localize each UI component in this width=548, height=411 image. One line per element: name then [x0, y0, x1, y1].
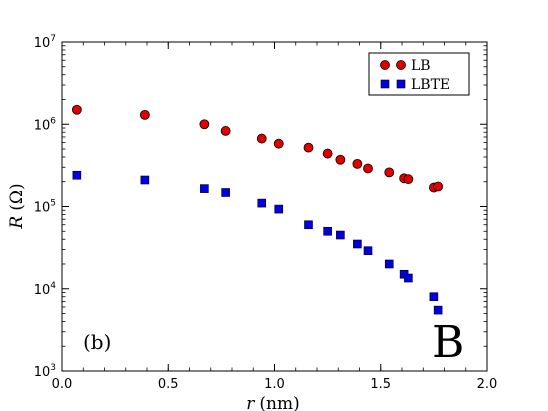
legend-label-lb: LB [411, 58, 431, 74]
tick-labels: 0.0 0.5 1.0 1.5 2.0 103 104 105 106 107 [34, 34, 498, 392]
data-point-lbte [363, 246, 373, 256]
y-tick-label: 107 [34, 34, 56, 51]
data-point-lb [363, 163, 373, 174]
x-tick-label: 2.0 [477, 377, 498, 392]
data-point-lbte [221, 188, 230, 197]
data-point-lb [303, 142, 314, 153]
legend-marker-lbte-2 [396, 79, 406, 89]
series-lb [71, 104, 444, 193]
data-point-lbte [429, 292, 439, 302]
corner-letter: B [432, 317, 464, 368]
y-tick-label: 106 [34, 116, 57, 133]
data-point-lbte [353, 239, 362, 249]
legend-marker-lbte-1 [380, 79, 390, 89]
data-point-lbte [384, 259, 394, 269]
legend-marker-lb-2 [396, 60, 406, 70]
data-point-lb [273, 138, 284, 149]
data-point-lbte [433, 305, 443, 315]
data-point-lb [71, 104, 82, 115]
x-tick-label: 1.0 [264, 377, 285, 392]
legend: LB LBTE [368, 52, 470, 96]
data-point-lbte [336, 230, 345, 240]
data-point-lb [322, 148, 333, 159]
data-point-lb [433, 181, 444, 192]
data-point-lb [403, 174, 414, 185]
data-point-lb [335, 154, 346, 165]
x-tick-label: 1.5 [370, 377, 391, 392]
y-axis-label: R (Ω) [7, 183, 27, 229]
data-point-lbte [323, 226, 332, 236]
x-tick-label: 0.5 [158, 377, 179, 392]
data-point-lbte [404, 273, 413, 283]
x-axis-label: r (nm) [246, 394, 299, 411]
data-point-lbte [72, 170, 82, 180]
x-axis-variable: r [246, 394, 255, 411]
legend-label-lbte: LBTE [411, 77, 450, 93]
data-point-lb [139, 109, 150, 120]
data-point-lbte [200, 184, 209, 193]
data-point-lb [352, 158, 363, 169]
data-point-lb [256, 133, 267, 144]
y-tick-label: 103 [34, 363, 56, 380]
data-point-lb [220, 126, 231, 136]
y-axis-variable: R [7, 216, 27, 230]
data-point-lb [199, 119, 210, 130]
data-point-lbte [304, 220, 313, 230]
y-tick-label: 105 [34, 199, 56, 216]
legend-marker-lb-1 [380, 60, 390, 70]
data-point-lb [384, 167, 395, 178]
panel-label: (b) [83, 330, 111, 354]
series-lbte [72, 170, 443, 315]
y-tick-label: 104 [34, 281, 57, 298]
data-point-lbte [257, 198, 267, 208]
data-point-lbte [274, 204, 284, 214]
y-axis-unit: (Ω) [7, 183, 27, 210]
plot-marks [71, 104, 444, 315]
data-point-lbte [140, 175, 150, 185]
x-tick-label: 0.0 [52, 377, 73, 392]
x-axis-unit: (nm) [259, 394, 299, 411]
axis-ticks [61, 41, 488, 372]
